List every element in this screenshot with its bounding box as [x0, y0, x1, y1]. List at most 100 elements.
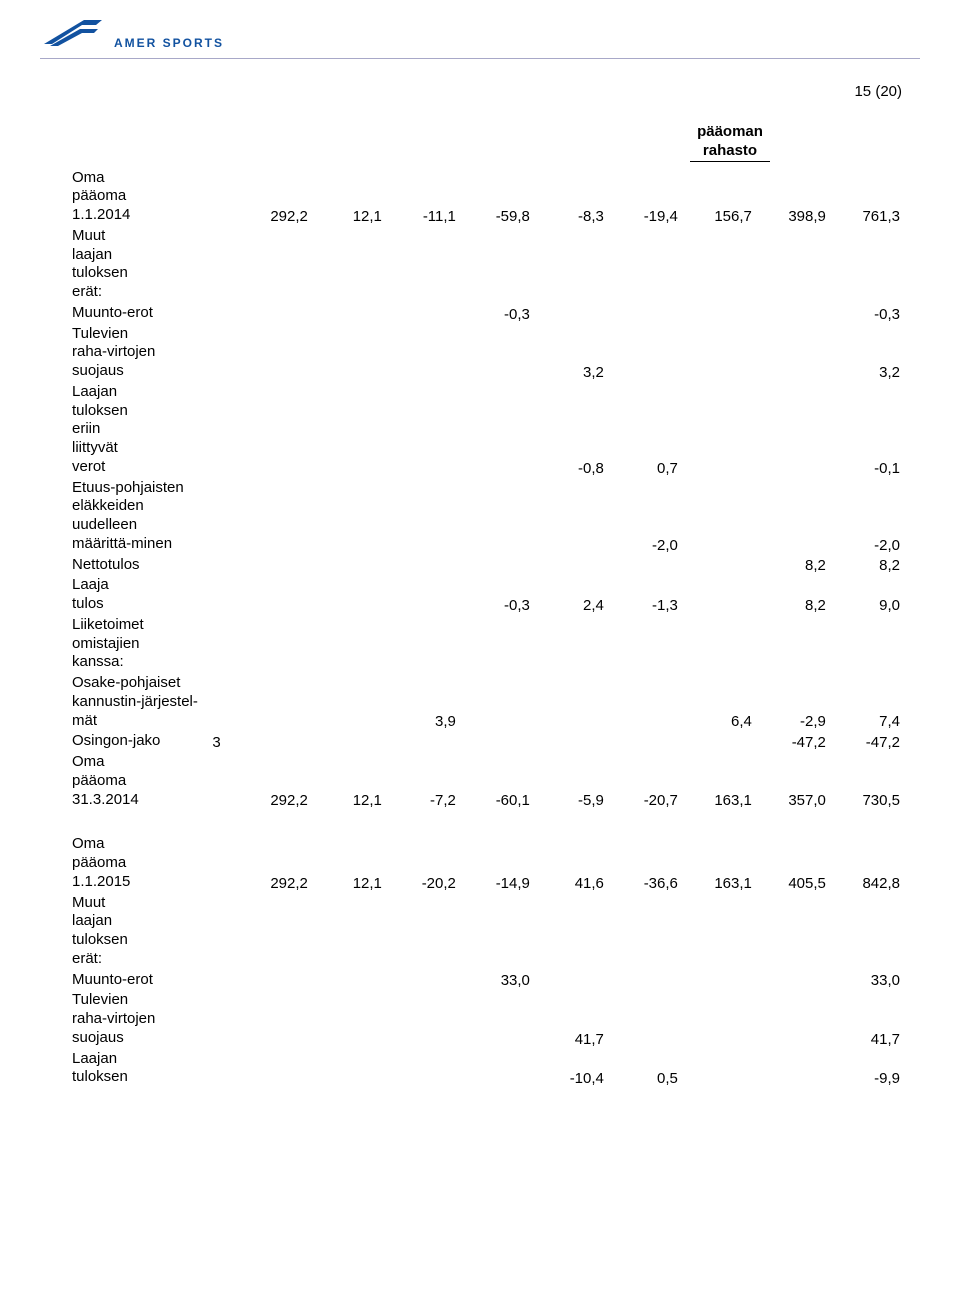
value-cell: -11,1 — [382, 168, 456, 226]
value-cell — [382, 324, 456, 382]
value-cell — [234, 673, 308, 731]
row-label: Tulevienraha-virtojensuojaus — [72, 324, 199, 382]
value-cell — [752, 324, 826, 382]
value-cell — [456, 478, 530, 555]
value-cell — [456, 324, 530, 382]
row-note — [199, 673, 234, 731]
table-row: Tulevienraha-virtojensuojaus41,741,7 — [72, 990, 900, 1048]
value-cell — [678, 893, 752, 970]
value-cell — [308, 990, 382, 1048]
value-cell: 8,2 — [752, 555, 826, 576]
table-row: Muunto-erot-0,3-0,3 — [72, 303, 900, 324]
value-cell — [382, 731, 456, 752]
value-cell — [234, 324, 308, 382]
value-cell — [678, 990, 752, 1048]
page-number: 15 (20) — [854, 83, 902, 100]
value-cell: -0,3 — [826, 303, 900, 324]
value-cell: 292,2 — [234, 752, 308, 810]
value-cell — [234, 555, 308, 576]
row-note — [199, 478, 234, 555]
value-cell — [456, 615, 530, 673]
value-cell: 0,7 — [604, 382, 678, 478]
value-cell: -8,3 — [530, 168, 604, 226]
value-cell — [604, 303, 678, 324]
value-cell — [826, 615, 900, 673]
value-cell: 6,4 — [678, 673, 752, 731]
value-cell: 398,9 — [752, 168, 826, 226]
value-cell — [604, 615, 678, 673]
value-cell — [678, 731, 752, 752]
value-cell — [678, 324, 752, 382]
value-cell: -47,2 — [826, 731, 900, 752]
value-cell: 3,9 — [382, 673, 456, 731]
value-cell — [308, 575, 382, 615]
value-cell — [308, 555, 382, 576]
value-cell: -60,1 — [456, 752, 530, 810]
row-note — [199, 382, 234, 478]
value-cell — [678, 382, 752, 478]
value-cell — [456, 555, 530, 576]
value-cell: -0,1 — [826, 382, 900, 478]
value-cell: 0,5 — [604, 1049, 678, 1089]
row-label: Etuus-pohjaisteneläkkeidenuudelleenmääri… — [72, 478, 199, 555]
value-cell — [308, 893, 382, 970]
value-cell: 156,7 — [678, 168, 752, 226]
value-cell — [234, 1049, 308, 1089]
value-cell — [382, 615, 456, 673]
table-row: Laajatulos-0,32,4-1,38,29,0 — [72, 575, 900, 615]
value-cell — [678, 615, 752, 673]
row-note — [199, 324, 234, 382]
value-cell — [382, 555, 456, 576]
value-cell — [530, 673, 604, 731]
value-cell: 3,2 — [530, 324, 604, 382]
value-cell — [604, 731, 678, 752]
row-label: Omapääoma31.3.2014 — [72, 752, 199, 810]
row-note — [199, 555, 234, 576]
value-cell — [234, 893, 308, 970]
value-cell — [308, 324, 382, 382]
value-cell — [604, 673, 678, 731]
table-row: Tulevienraha-virtojensuojaus 3,2 3,2 — [72, 324, 900, 382]
equity-table-2014: Omapääoma1.1.2014292,212,1-11,1-59,8-8,3… — [72, 168, 900, 811]
table-row: Nettotulos8,28,2 — [72, 555, 900, 576]
value-cell — [456, 226, 530, 303]
value-cell — [752, 1049, 826, 1089]
value-cell — [382, 990, 456, 1048]
value-cell — [382, 893, 456, 970]
value-cell — [752, 893, 826, 970]
value-cell: 33,0 — [456, 970, 530, 991]
value-cell: 761,3 — [826, 168, 900, 226]
value-cell: -0,3 — [456, 575, 530, 615]
table-row: Muutlaajantuloksenerät: — [72, 226, 900, 303]
table-row: Liiketoimetomistajienkanssa: — [72, 615, 900, 673]
value-cell: -5,9 — [530, 752, 604, 810]
value-cell — [826, 226, 900, 303]
value-cell: -14,9 — [456, 834, 530, 892]
value-cell: 2,4 — [530, 575, 604, 615]
value-cell: -9,9 — [826, 1049, 900, 1089]
value-cell: -1,3 — [604, 575, 678, 615]
value-cell — [456, 893, 530, 970]
logo-text: AMER SPORTS — [114, 36, 224, 50]
value-cell — [826, 893, 900, 970]
value-cell: 12,1 — [308, 752, 382, 810]
value-cell — [530, 303, 604, 324]
value-cell: 163,1 — [678, 834, 752, 892]
value-cell — [604, 555, 678, 576]
row-label: Osake-pohjaisetkannustin-järjestel-mät — [72, 673, 199, 731]
value-cell: 730,5 — [826, 752, 900, 810]
value-cell — [382, 478, 456, 555]
value-cell — [604, 324, 678, 382]
value-cell — [752, 226, 826, 303]
row-label: Liiketoimetomistajienkanssa: — [72, 615, 199, 673]
row-label: Nettotulos — [72, 555, 199, 576]
value-cell — [678, 1049, 752, 1089]
value-cell: 8,2 — [752, 575, 826, 615]
value-cell: 41,7 — [826, 990, 900, 1048]
row-note — [199, 1049, 234, 1089]
value-cell: -36,6 — [604, 834, 678, 892]
row-label: Muutlaajantuloksenerät: — [72, 226, 199, 303]
value-cell — [308, 615, 382, 673]
value-cell — [456, 990, 530, 1048]
value-cell: 3,2 — [826, 324, 900, 382]
